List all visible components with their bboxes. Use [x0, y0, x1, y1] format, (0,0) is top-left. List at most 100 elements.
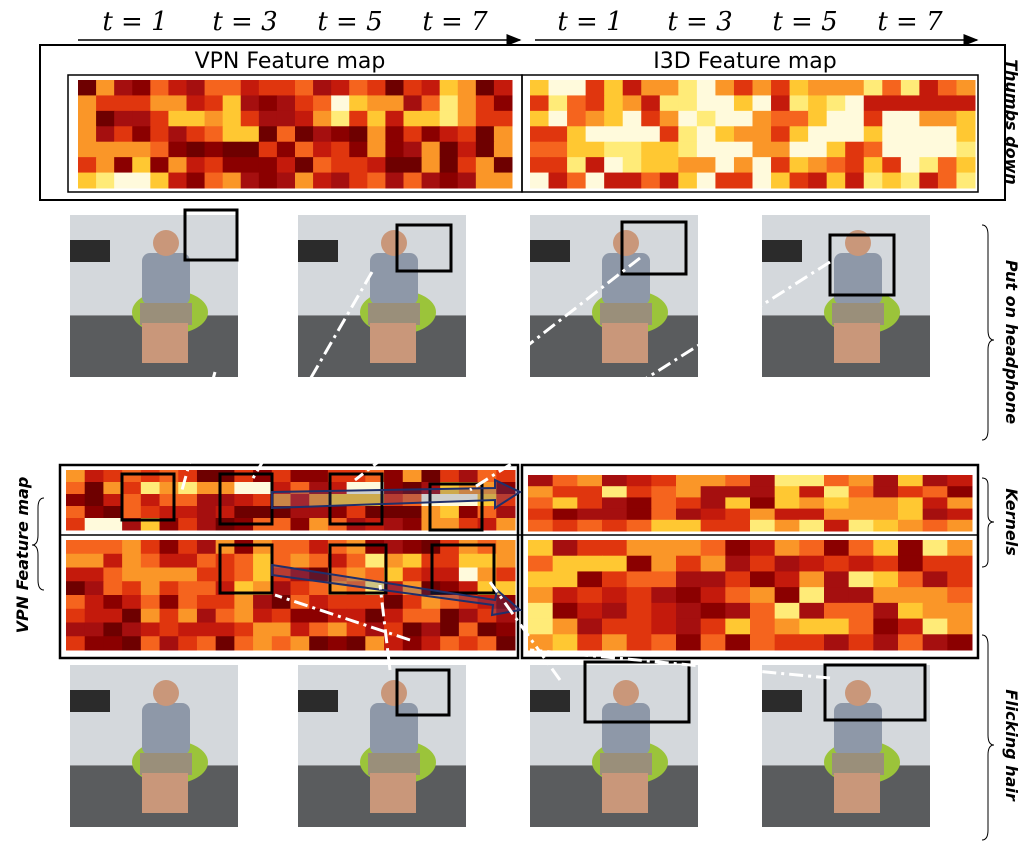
heat-cell	[922, 571, 948, 588]
heat-cell	[602, 486, 628, 498]
heat-cell	[385, 157, 404, 174]
heat-cell	[528, 571, 554, 588]
heat-cell	[258, 141, 278, 158]
heat-cell	[577, 634, 603, 651]
heat-cell	[114, 126, 133, 143]
heat-cell	[771, 126, 791, 143]
heat-cell	[159, 482, 179, 495]
heat-cell	[327, 494, 348, 507]
heat-cell	[678, 95, 698, 112]
heat-cell	[873, 475, 899, 487]
heat-cell	[196, 595, 217, 610]
heat-cell	[475, 80, 495, 96]
photo-desk	[530, 240, 570, 262]
heat-cell	[496, 622, 516, 637]
heat-cell	[258, 172, 278, 189]
photo	[70, 208, 239, 377]
heat-cell	[122, 494, 142, 507]
heat-cell	[824, 475, 850, 487]
heat-cell	[956, 172, 976, 189]
heat-cell	[626, 602, 652, 620]
heat-cell	[585, 95, 605, 112]
heat-cell	[439, 157, 459, 174]
heat-cell	[715, 80, 735, 96]
heat-cell	[421, 608, 441, 623]
heat-cell	[567, 95, 587, 112]
heat-cell	[725, 497, 751, 510]
heat-cell	[552, 486, 578, 498]
heat-cell	[365, 482, 385, 495]
heat-cell	[295, 80, 314, 96]
heat-cell	[808, 126, 828, 143]
heat-cell	[774, 587, 800, 604]
heat-cell	[457, 126, 477, 143]
heat-cell	[863, 80, 883, 96]
photo	[530, 215, 698, 377]
heat-cell	[919, 126, 939, 143]
heat-cell	[863, 126, 883, 143]
heat-cell	[331, 157, 350, 174]
heat-cell	[385, 80, 404, 96]
heat-cell	[715, 172, 735, 189]
heat-cell	[602, 587, 628, 604]
heat-cell	[848, 571, 874, 588]
photo-head	[153, 230, 179, 256]
heat-cell	[863, 157, 883, 174]
heat-cell	[234, 470, 254, 483]
photo-legs	[834, 323, 880, 363]
heat-cell	[585, 141, 605, 158]
heat-cell	[947, 555, 973, 572]
heat-cell	[271, 595, 291, 610]
heat-cell	[750, 497, 776, 510]
heat-cell	[873, 486, 899, 498]
heat-cell	[659, 110, 679, 127]
heat-cell	[700, 475, 726, 487]
heat-cell	[240, 172, 260, 189]
heat-cell	[271, 506, 291, 519]
photo-desk	[298, 240, 338, 262]
heat-cell	[733, 110, 753, 127]
heat-cell	[439, 80, 459, 96]
heat-cell	[676, 602, 702, 620]
heat-cell	[552, 540, 578, 557]
heat-cell	[567, 172, 587, 189]
heat-cell	[271, 518, 291, 531]
heat-cell	[271, 567, 291, 582]
heat-cell	[882, 110, 902, 127]
heat-cell	[271, 581, 291, 596]
heat-cell	[403, 141, 423, 158]
heat-cell	[365, 608, 385, 623]
heat-cell	[458, 622, 479, 637]
heat-cell	[384, 553, 404, 568]
heat-cell	[659, 157, 679, 174]
heat-cell	[799, 634, 825, 651]
heat-cell	[421, 80, 441, 96]
heat-cell	[66, 622, 86, 637]
heat-cell	[848, 587, 874, 604]
heat-cell	[752, 80, 772, 96]
heat-cell	[271, 608, 291, 623]
heat-cell	[457, 172, 477, 189]
panel-box	[58, 463, 520, 660]
heat-cell	[947, 634, 973, 651]
heat-cell	[159, 553, 179, 568]
heat-cell	[402, 540, 422, 555]
heat-cell	[168, 126, 187, 143]
heat-cell	[622, 141, 642, 158]
heat-cell	[367, 141, 386, 158]
heat-cell	[96, 172, 115, 189]
heat-cell	[577, 555, 603, 572]
heat-cell	[103, 470, 123, 483]
photo	[298, 665, 466, 827]
heat-cell	[140, 608, 161, 623]
heat-cell	[384, 595, 404, 610]
heat-cell	[440, 470, 460, 483]
heat-cell	[204, 110, 224, 127]
heat-cell	[331, 141, 350, 158]
heat-cell	[493, 157, 513, 174]
photo-desk	[70, 690, 110, 712]
heat-cell	[457, 141, 477, 158]
heat-cell	[496, 506, 516, 519]
heat-cell	[346, 540, 366, 555]
heat-cell	[253, 553, 273, 568]
